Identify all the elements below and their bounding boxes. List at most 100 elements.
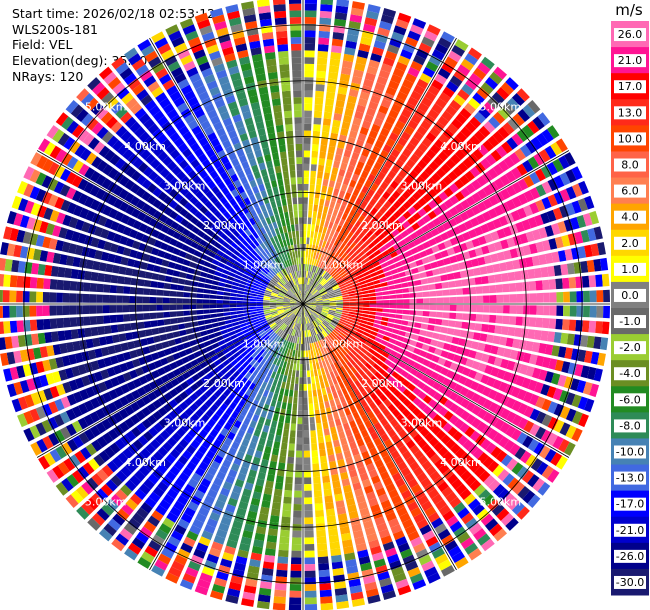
velocity-gate xyxy=(301,310,303,318)
velocity-gate xyxy=(372,407,381,416)
velocity-gate xyxy=(39,374,49,387)
velocity-gate xyxy=(431,245,440,253)
velocity-gate xyxy=(165,470,177,482)
velocity-gate xyxy=(335,594,349,603)
velocity-gate xyxy=(72,340,81,352)
velocity-gate xyxy=(273,441,281,449)
velocity-gate xyxy=(485,153,497,166)
velocity-gate xyxy=(205,278,213,285)
velocity-gate xyxy=(295,309,300,316)
velocity-gate xyxy=(273,287,280,292)
velocity-gate xyxy=(530,136,543,150)
velocity-gate xyxy=(372,323,381,329)
velocity-gate xyxy=(150,438,161,450)
velocity-gate xyxy=(437,242,446,251)
velocity-gate xyxy=(334,418,342,427)
velocity-gate xyxy=(538,343,547,354)
velocity-gate xyxy=(250,313,258,318)
velocity-gate xyxy=(375,312,383,317)
velocity-gate xyxy=(407,119,419,130)
velocity-gate xyxy=(320,312,328,316)
velocity-gate xyxy=(313,110,323,119)
velocity-gate xyxy=(387,246,396,254)
velocity-gate xyxy=(340,329,348,336)
velocity-gate xyxy=(325,98,335,107)
velocity-gate xyxy=(432,381,442,391)
velocity-gate xyxy=(522,159,534,173)
velocity-gate xyxy=(304,43,316,51)
velocity-gate xyxy=(232,378,240,387)
velocity-gate xyxy=(305,316,309,324)
velocity-gate xyxy=(187,368,197,377)
velocity-gate xyxy=(536,461,549,476)
velocity-gate xyxy=(307,316,312,323)
velocity-gate xyxy=(321,293,328,297)
velocity-gate xyxy=(347,287,355,292)
velocity-gate xyxy=(281,509,291,518)
velocity-gate xyxy=(305,270,309,278)
velocity-gate xyxy=(280,442,288,450)
velocity-gate xyxy=(473,130,486,143)
velocity-gate xyxy=(294,350,298,358)
velocity-gate xyxy=(315,362,320,370)
velocity-gate xyxy=(174,416,185,426)
velocity-gate xyxy=(597,242,606,256)
velocity-gate xyxy=(385,115,396,126)
velocity-gate xyxy=(76,88,90,102)
velocity-gate xyxy=(375,359,384,367)
velocity-gate xyxy=(156,463,168,475)
velocity-gate xyxy=(215,571,229,581)
velocity-gate xyxy=(199,239,208,247)
velocity-gate xyxy=(353,318,361,323)
velocity-gate xyxy=(425,270,434,277)
velocity-gate xyxy=(240,223,248,232)
velocity-gate xyxy=(308,210,313,218)
velocity-gate xyxy=(366,321,374,327)
velocity-gate xyxy=(407,30,421,42)
velocity-gate xyxy=(223,201,232,211)
velocity-gate xyxy=(36,305,43,317)
velocity-gate xyxy=(296,302,303,304)
velocity-gate xyxy=(142,253,151,262)
velocity-gate xyxy=(297,309,301,317)
velocity-gate xyxy=(376,75,388,86)
velocity-gate xyxy=(122,447,134,460)
velocity-gate xyxy=(391,31,405,42)
velocity-gate xyxy=(407,402,417,412)
velocity-gate xyxy=(135,187,146,198)
velocity-gate xyxy=(216,249,225,257)
velocity-gate xyxy=(274,327,281,334)
velocity-gate xyxy=(148,344,157,353)
velocity-gate xyxy=(196,180,206,190)
velocity-gate xyxy=(48,401,59,414)
velocity-gate xyxy=(409,304,417,310)
velocity-gate xyxy=(237,313,245,318)
velocity-gate xyxy=(383,423,393,433)
velocity-gate xyxy=(460,58,475,71)
velocity-gate xyxy=(525,454,538,468)
velocity-gate xyxy=(492,218,502,229)
velocity-gate xyxy=(266,473,275,482)
velocity-gate xyxy=(413,54,426,66)
velocity-gate xyxy=(419,234,428,243)
velocity-gate xyxy=(327,277,334,283)
velocity-gate xyxy=(293,343,297,351)
velocity-gate xyxy=(228,257,236,264)
velocity-gate xyxy=(213,454,224,465)
velocity-gate xyxy=(223,337,232,343)
velocity-gate xyxy=(260,431,268,440)
velocity-gate xyxy=(166,268,174,276)
velocity-gate xyxy=(435,429,447,441)
velocity-gate xyxy=(374,211,383,220)
velocity-gate xyxy=(303,210,308,218)
velocity-gate xyxy=(431,355,440,363)
velocity-gate xyxy=(318,268,323,275)
velocity-gate xyxy=(307,277,310,285)
velocity-gate xyxy=(329,323,336,330)
velocity-gate xyxy=(309,301,317,304)
velocity-gate xyxy=(349,358,357,366)
velocity-gate xyxy=(225,340,234,347)
velocity-gate xyxy=(185,377,195,386)
velocity-gate xyxy=(184,407,194,417)
velocity-gate xyxy=(220,257,228,265)
